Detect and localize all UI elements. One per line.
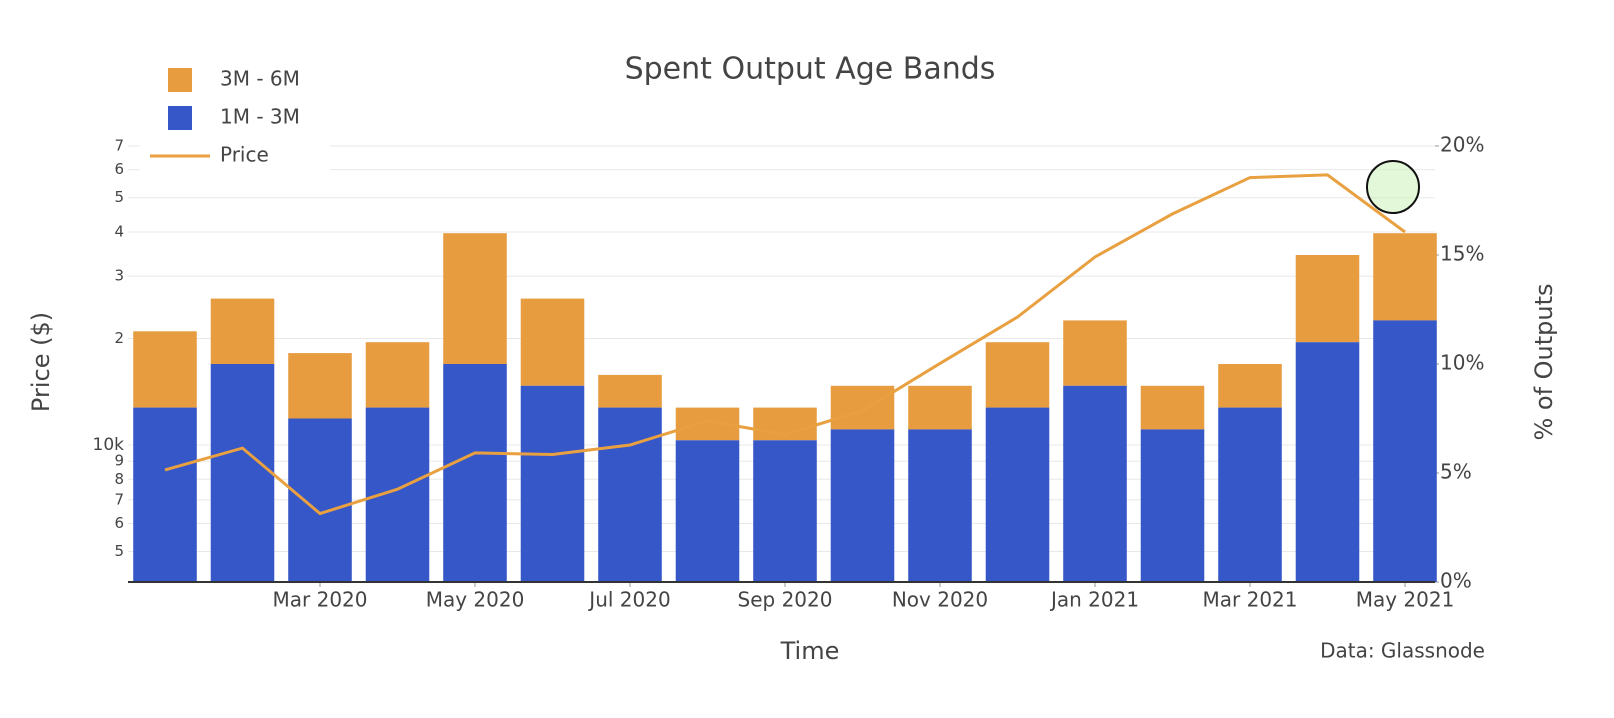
x-tick-label: Nov 2020 bbox=[892, 588, 988, 612]
bar bbox=[288, 418, 352, 582]
bar bbox=[985, 342, 1050, 408]
x-tick-label: Sep 2020 bbox=[738, 588, 833, 612]
y-tick-label: 10k bbox=[93, 435, 125, 455]
y-tick-label: 5 bbox=[114, 542, 124, 560]
y-tick-label: 9 bbox=[114, 452, 124, 470]
chart-title: Spent Output Age Bands bbox=[625, 52, 996, 87]
bar bbox=[753, 440, 817, 582]
y-tick-label: 8 bbox=[114, 470, 124, 488]
bar bbox=[908, 385, 972, 430]
bar bbox=[1373, 320, 1437, 582]
bar bbox=[1063, 320, 1127, 386]
x-tick-label: May 2020 bbox=[426, 588, 525, 612]
bar bbox=[830, 429, 895, 582]
bar bbox=[1373, 233, 1437, 321]
price-line bbox=[164, 173, 1406, 516]
y-tick-label: 5 bbox=[114, 188, 124, 206]
legend-label: 3M - 6M bbox=[220, 67, 300, 91]
y2-axis-title: % of Outputs bbox=[1530, 283, 1558, 440]
bar bbox=[908, 429, 972, 582]
y-tick-label: 6 bbox=[114, 160, 124, 178]
bar bbox=[210, 298, 275, 364]
x-tick-label: Mar 2021 bbox=[1203, 588, 1298, 612]
legend: 3M - 6M 1M - 3M Price bbox=[140, 58, 330, 178]
bar bbox=[598, 374, 662, 408]
bar bbox=[1140, 385, 1205, 430]
y-tick-label: 4 bbox=[114, 222, 124, 240]
bar bbox=[443, 364, 507, 582]
bar bbox=[1295, 255, 1360, 343]
y-tick-label: 6 bbox=[114, 514, 124, 532]
y2-tick-label: 5% bbox=[1440, 460, 1472, 484]
x-tick-label: Jan 2021 bbox=[1049, 588, 1139, 612]
legend-label: Price bbox=[220, 143, 269, 167]
bar bbox=[210, 364, 275, 582]
y-tick-label: 2 bbox=[114, 329, 124, 347]
bar bbox=[675, 440, 740, 582]
x-axis-title: Time bbox=[780, 637, 840, 665]
y2-tick-label: 0% bbox=[1440, 569, 1472, 593]
legend-swatch bbox=[168, 68, 192, 92]
bar bbox=[520, 298, 585, 386]
bar bbox=[1218, 407, 1282, 582]
bar bbox=[1140, 429, 1205, 582]
legend-label: 1M - 3M bbox=[220, 105, 300, 129]
plot-area bbox=[128, 160, 1437, 583]
y-axis-title: Price ($) bbox=[27, 312, 55, 412]
bar bbox=[830, 385, 895, 430]
bar bbox=[365, 342, 430, 408]
bar bbox=[443, 233, 507, 364]
x-tick-label: May 2021 bbox=[1356, 588, 1455, 612]
bar bbox=[1295, 342, 1360, 582]
bar bbox=[133, 407, 197, 582]
y-tick-label: 3 bbox=[114, 267, 124, 285]
bar bbox=[1063, 385, 1127, 582]
y2-tick-label: 20% bbox=[1440, 133, 1484, 157]
x-tick-label: Jul 2020 bbox=[587, 588, 670, 612]
bar bbox=[985, 407, 1050, 582]
bar bbox=[598, 407, 662, 582]
bar bbox=[1218, 364, 1282, 408]
legend-swatch bbox=[168, 106, 192, 130]
y2-tick-label: 15% bbox=[1440, 242, 1484, 266]
source-note: Data: Glassnode bbox=[1320, 639, 1485, 663]
bar bbox=[520, 385, 585, 582]
y2-tick-label: 10% bbox=[1440, 351, 1484, 375]
x-tick-label: Mar 2020 bbox=[273, 588, 368, 612]
y-tick-label: 7 bbox=[114, 137, 124, 155]
bar bbox=[133, 331, 197, 408]
bar bbox=[288, 353, 352, 419]
highlight-circle bbox=[1366, 160, 1420, 214]
y-tick-label: 7 bbox=[114, 490, 124, 508]
